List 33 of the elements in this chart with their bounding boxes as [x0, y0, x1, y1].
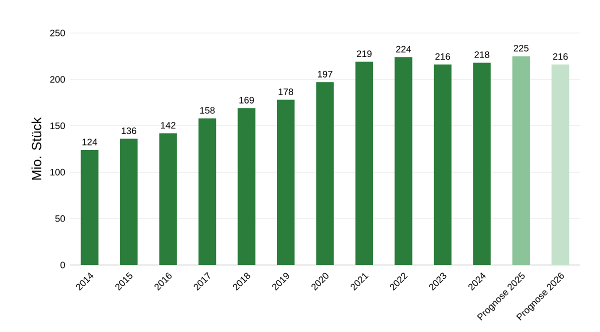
data-label: 224 — [396, 46, 411, 52]
bar — [355, 62, 374, 265]
data-label: 169 — [239, 96, 254, 104]
y-tick-label: 250 — [50, 30, 65, 36]
bar — [552, 64, 570, 265]
data-label: 142 — [161, 122, 176, 129]
bar — [159, 133, 177, 265]
bar — [434, 64, 452, 265]
y-axis-title: Mio. Stück — [32, 117, 42, 180]
data-label: 216 — [553, 53, 568, 60]
data-label: 216 — [435, 53, 450, 60]
bar — [394, 57, 412, 265]
y-tick-label: 100 — [50, 168, 65, 176]
bar — [276, 100, 295, 265]
y-tick-label: 0 — [60, 262, 65, 268]
data-label: 219 — [356, 50, 372, 58]
data-label: 178 — [278, 88, 294, 96]
data-label: 197 — [318, 70, 332, 78]
y-tick-label: 200 — [50, 76, 65, 83]
data-label: 136 — [122, 127, 136, 134]
bar — [473, 62, 491, 265]
data-label: 225 — [514, 44, 529, 52]
bar — [316, 82, 334, 265]
bar — [198, 118, 216, 265]
bar — [120, 138, 138, 265]
bar — [80, 150, 98, 265]
y-tick-label: 50 — [55, 215, 65, 222]
y-tick-label: 150 — [50, 122, 65, 130]
data-label: 124 — [82, 138, 98, 146]
bar — [238, 108, 256, 265]
data-label: 158 — [200, 107, 215, 114]
bar — [512, 56, 530, 265]
data-label: 218 — [474, 51, 490, 58]
